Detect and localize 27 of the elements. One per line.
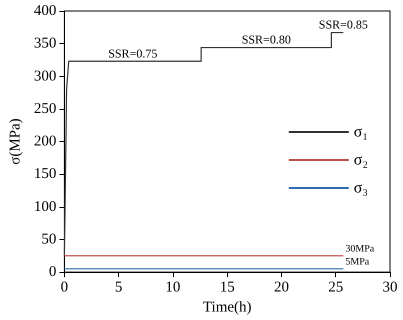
y-tick-label: 300 <box>34 68 56 84</box>
y-tick-label: 100 <box>34 198 56 215</box>
x-tick-label: 15 <box>220 280 235 296</box>
annotation: SSR=0.85 <box>318 18 368 32</box>
line-series <box>64 32 344 256</box>
legend-label: σ₁ <box>354 124 368 140</box>
x-tick-label: 5 <box>114 280 122 296</box>
y-tick-label: 50 <box>41 231 56 248</box>
annotation: SSR=0.75 <box>108 46 158 60</box>
x-axis-title: Time(h) <box>202 300 252 316</box>
x-tick-label: 25 <box>328 280 344 296</box>
x-tick-label: 10 <box>165 280 180 296</box>
y-tick-label: 150 <box>34 166 56 182</box>
y-tick-label: 0 <box>48 264 56 280</box>
y-axis-title: σ(MPa) <box>8 118 24 165</box>
x-tick-label: 0 <box>60 280 68 296</box>
legend-label: σ₂ <box>354 152 368 168</box>
annotation: 30MPa <box>345 243 375 254</box>
x-tick-label: 30 <box>382 280 398 296</box>
x-tick-label: 20 <box>274 280 289 296</box>
annotation: 5MPa <box>345 256 370 268</box>
y-tick-label: 350 <box>34 36 56 52</box>
y-tick-label: 400 <box>34 3 56 19</box>
y-tick-label: 200 <box>34 134 56 150</box>
legend-label: σ₃ <box>354 180 368 196</box>
annotation: SSR=0.80 <box>242 32 291 47</box>
y-tick-label: 250 <box>34 100 56 117</box>
